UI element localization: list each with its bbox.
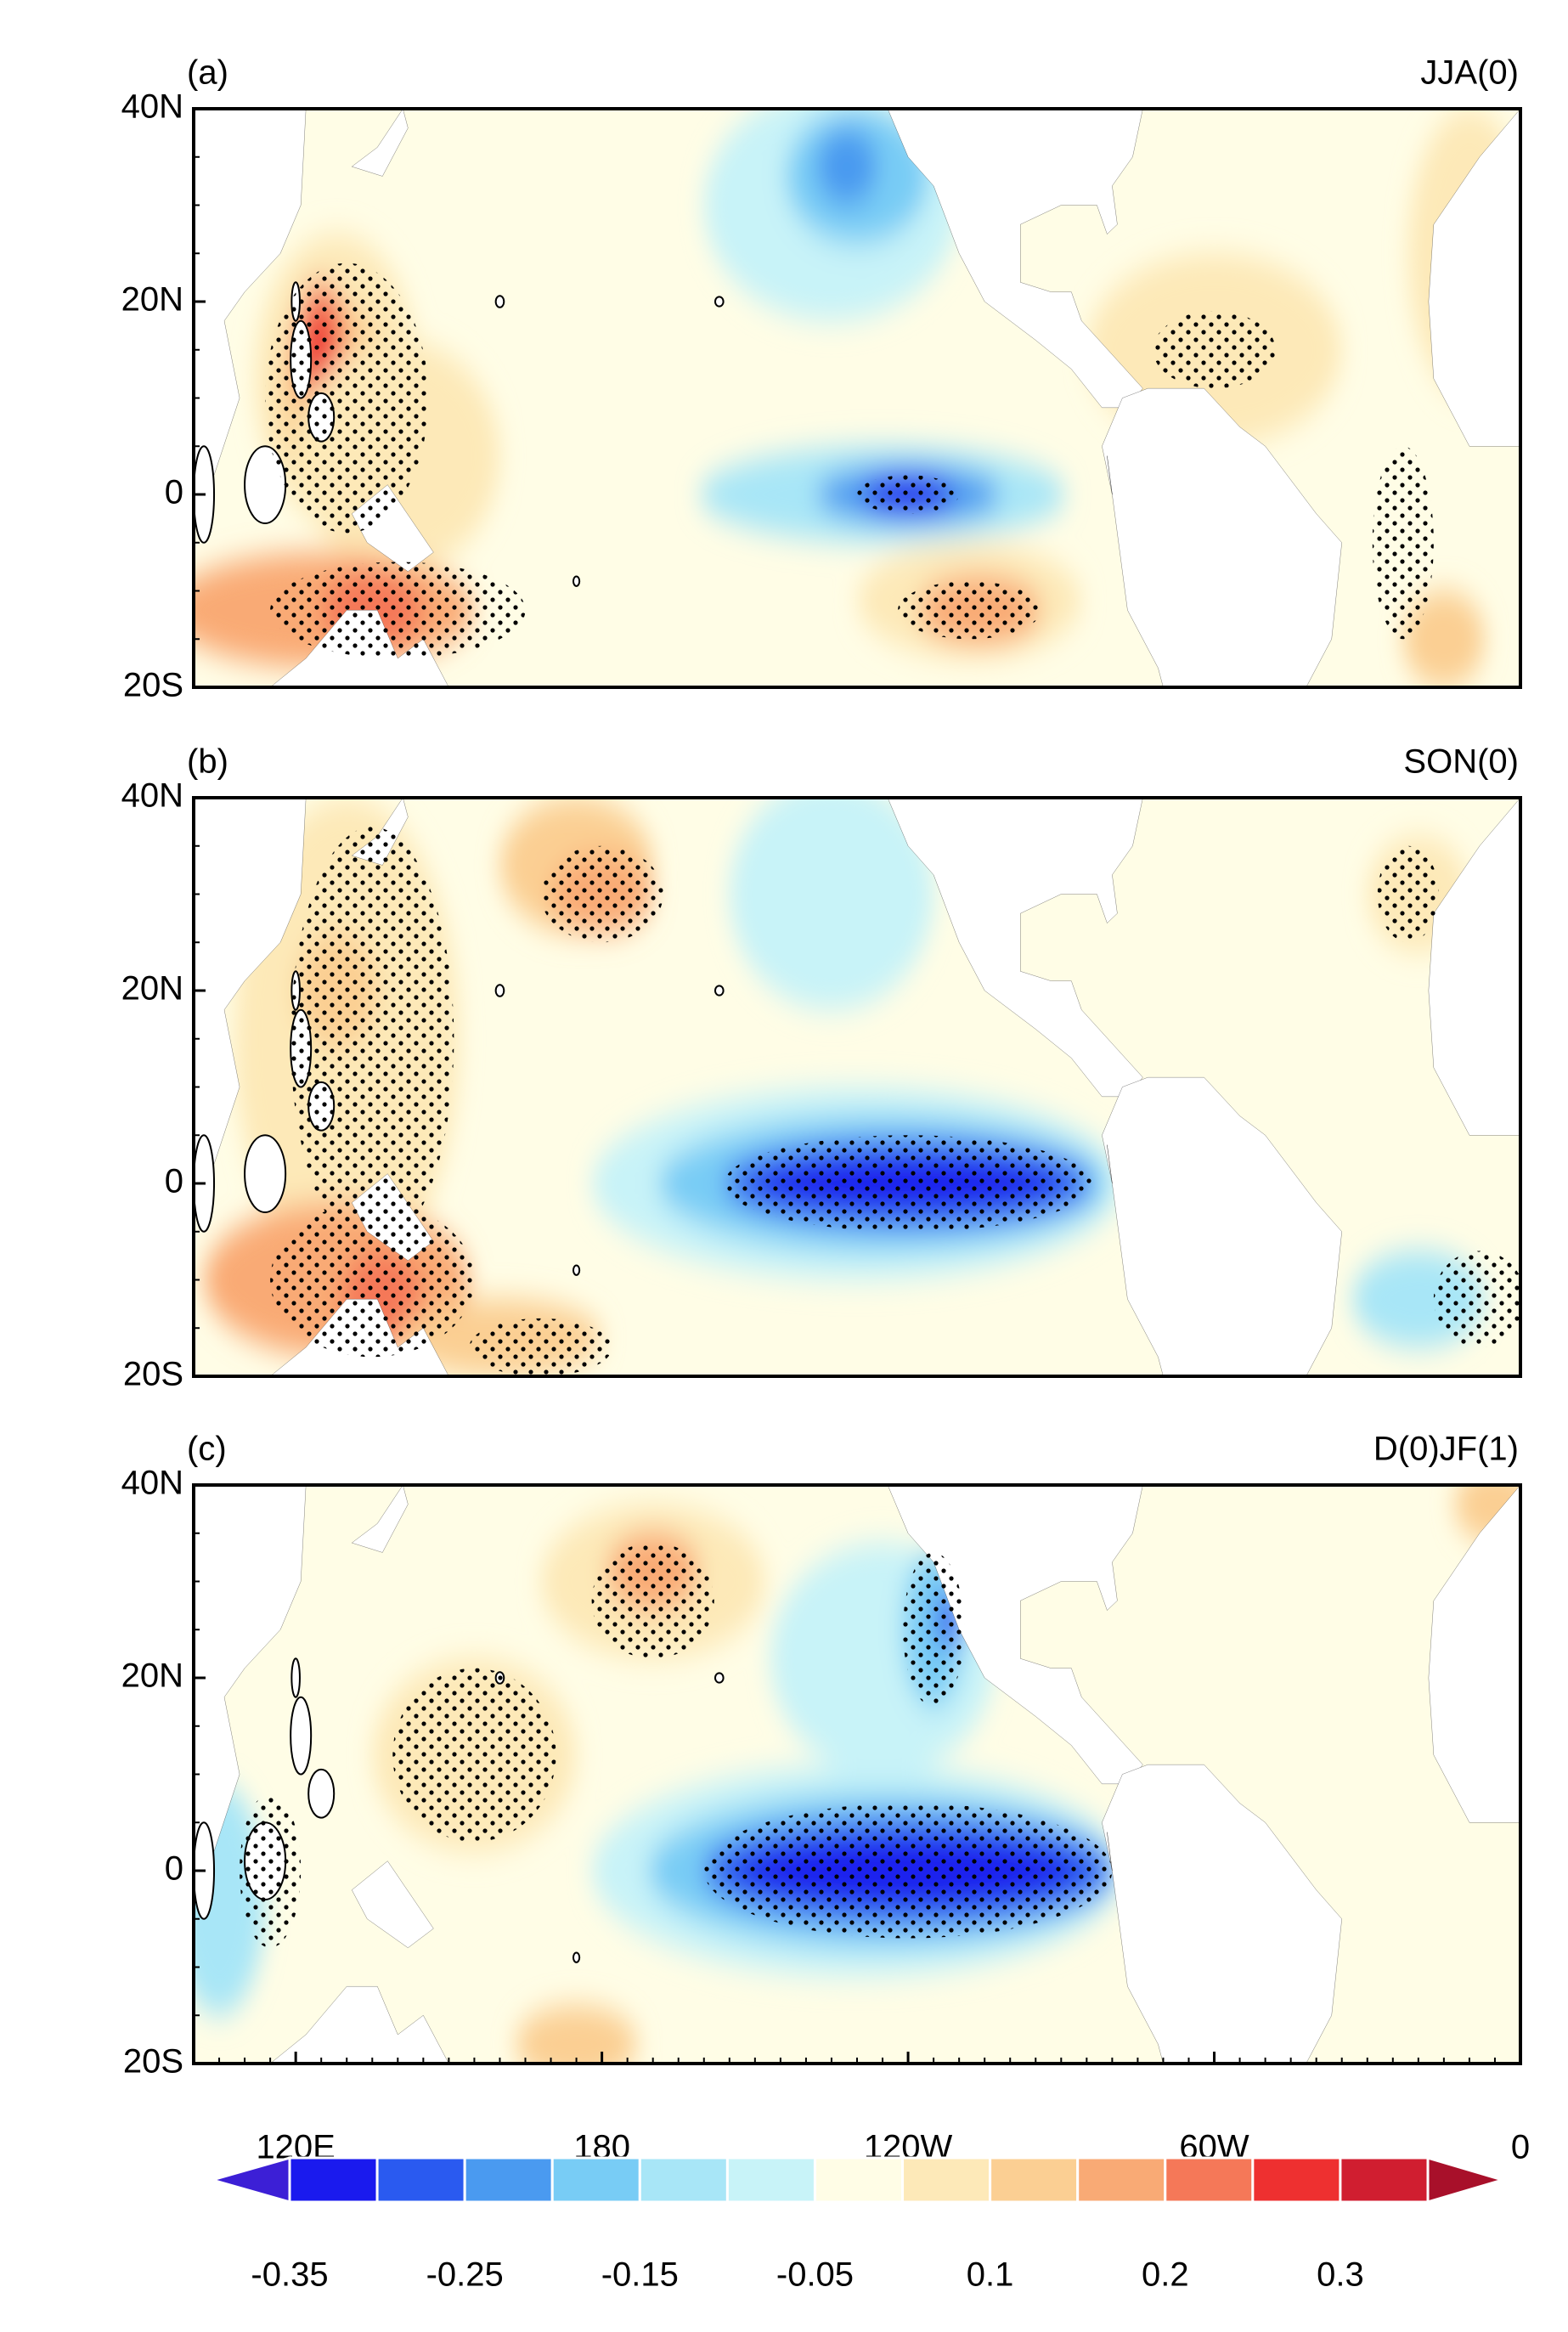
lat-tick-label: 40N [121,777,183,815]
coast [1429,798,1520,1135]
land [194,109,1520,687]
colorbar-box [288,2156,379,2204]
lat-tick-label: 20N [121,970,183,1008]
lat-tick-label: 20S [123,2043,183,2081]
panel-season: SON(0) [1403,743,1519,781]
stipple [703,1803,1113,1939]
colorbar-label: 0.3 [1317,2256,1364,2294]
lat-tick-label: 0 [165,474,183,511]
island [291,1658,300,1697]
lat-tick-label: 20N [121,281,183,319]
island [715,296,724,306]
island [496,985,505,997]
colorbar-box [1251,2156,1342,2204]
colorbar-box [638,2156,729,2204]
island [308,1770,334,1818]
stipple [240,1793,302,1948]
lat-tick-label: 20S [123,1356,183,1393]
anomaly [515,2005,638,2064]
colorbar-box [901,2156,992,2204]
coast [352,109,408,176]
lat-tick-label: 0 [165,1850,183,1888]
island [715,985,724,995]
panel-label: (b) [187,743,228,781]
lat-tick-label: 20N [121,1657,183,1695]
anomaly [815,127,878,206]
colorbar-arrow-low [207,2156,291,2204]
stipple [540,845,663,943]
lat-tick-label: 0 [165,1163,183,1200]
colorbar-box [1164,2156,1255,2204]
colorbar-label: -0.15 [601,2256,679,2294]
colorbar-label: 0.1 [967,2256,1014,2294]
colorbar-label: 0.2 [1142,2256,1189,2294]
stipple [270,1202,475,1358]
coast [270,1986,448,2064]
anomaly [1402,590,1485,687]
colorbar-arrow-high [1426,2155,1508,2205]
island [290,1697,311,1775]
lon-tick-label: 0 [1511,2129,1530,2166]
stipple [1433,1251,1520,1347]
stipple [392,1668,556,1842]
island [573,1265,579,1274]
island [715,1673,724,1682]
colorbar-box [1339,2156,1430,2204]
map-panel [194,109,1520,687]
lat-tick-label: 40N [121,1465,183,1502]
stipple [265,263,429,534]
coast [352,1485,408,1552]
colorbar-box [813,2156,905,2204]
stipple [270,562,526,658]
colorbar-box [725,2156,816,2204]
island [573,576,579,585]
panel-season: D(0)JF(1) [1373,1431,1519,1468]
stipple [857,475,960,514]
lat-tick-label: 40N [121,88,183,126]
colorbar-box [1076,2156,1167,2204]
coast [352,1861,433,1948]
map-panel [194,1485,1520,2064]
stipple [1153,311,1276,389]
colorbar-box [463,2156,554,2204]
colorbar-box [989,2156,1080,2204]
coast [1102,1077,1341,1376]
anomaly [729,798,934,1010]
colorbar-box [550,2156,641,2204]
land [194,798,1520,1376]
coast [888,109,1142,408]
coast [1102,388,1341,687]
stipple [469,1318,612,1376]
map-panel [194,798,1520,1376]
panel-season: JJA(0) [1420,54,1519,92]
colorbar-label: -0.05 [776,2256,854,2294]
colorbar-label: -0.35 [251,2256,328,2294]
land [194,1485,1520,2064]
colorbar-label: -0.25 [426,2256,504,2294]
stipple [290,827,454,1251]
panel-label: (a) [187,54,228,92]
island [496,296,505,308]
coast [1102,1765,1341,2064]
stipple [898,581,1041,640]
stipple [1372,446,1434,640]
stipple [1377,845,1439,943]
panel-label: (c) [187,1431,227,1468]
stipple [724,1135,1092,1232]
coast [1429,1485,1520,1822]
island [245,1135,285,1212]
coast [888,1485,1142,1784]
stipple [903,1552,965,1708]
island [573,1952,579,1962]
coast [888,798,1142,1097]
colorbar-box [375,2156,466,2204]
coast [1429,109,1520,446]
stipple [591,1543,714,1659]
lat-tick-label: 20S [123,667,183,704]
